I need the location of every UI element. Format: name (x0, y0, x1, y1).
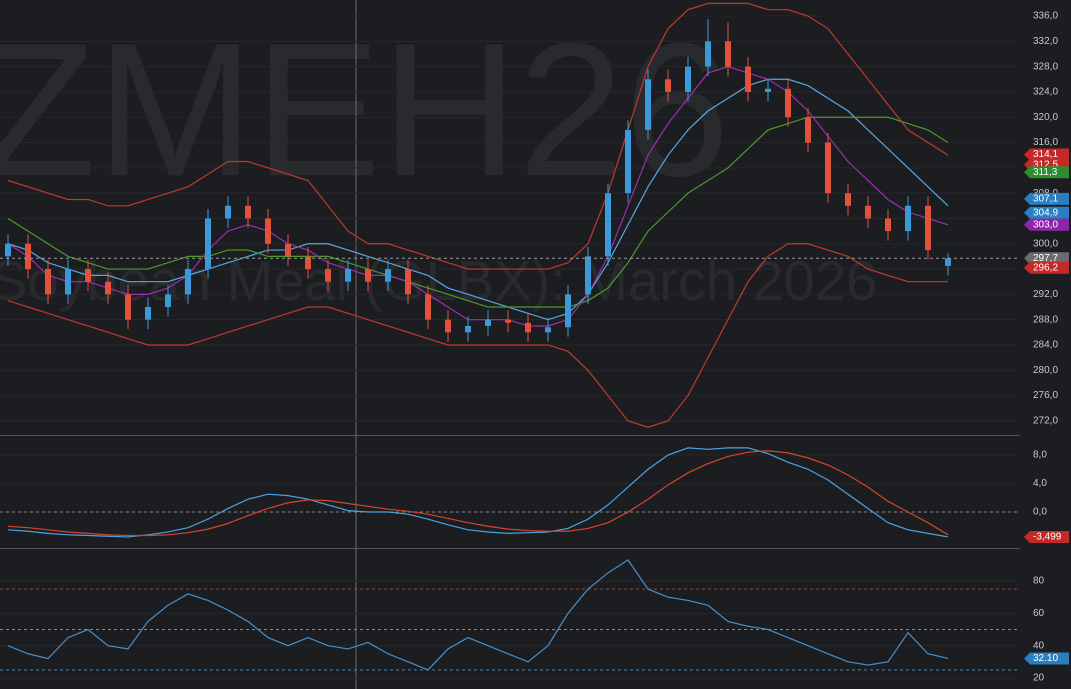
price-tag (1024, 652, 1069, 665)
y-tick-label: 8,0 (1033, 450, 1047, 461)
y-tick-label: 40 (1033, 640, 1045, 651)
overlay-line (7, 116, 949, 308)
y-tick-label: 280,0 (1033, 365, 1058, 376)
candle-body (65, 269, 71, 295)
y-tick-label: 276,0 (1033, 390, 1058, 401)
candle-body (265, 218, 271, 244)
candle-body (865, 205, 871, 219)
candle-body (125, 294, 131, 320)
y-tick-label: 284,0 (1033, 340, 1058, 351)
candle-body (425, 294, 431, 320)
watermark: ZMEH26 (0, 4, 730, 216)
y-tick-label: 328,0 (1033, 61, 1058, 72)
price-tag-label: 307,1 (1033, 193, 1058, 204)
candle-body (785, 88, 791, 118)
y-tick-label: 320,0 (1033, 112, 1058, 123)
candle-body (945, 258, 951, 266)
overlay-line (7, 78, 949, 321)
candle-body (245, 205, 251, 219)
candle-body (665, 79, 671, 92)
indicator-line (7, 447, 949, 538)
y-tick-label: 336,0 (1033, 11, 1058, 22)
price-tag-label: -3,499 (1033, 532, 1062, 543)
candle-body (825, 142, 831, 194)
candle-body (25, 243, 31, 270)
candle-body (165, 294, 171, 308)
candle-body (925, 205, 931, 251)
candle-body (105, 281, 111, 295)
price-tag-label: 303,0 (1033, 219, 1058, 230)
candle-body (305, 256, 311, 270)
candle-body (485, 319, 491, 326)
candle-body (645, 79, 651, 130)
price-tag-label: 32.10 (1033, 653, 1058, 664)
candle-body (605, 193, 611, 257)
y-tick-label: 4,0 (1033, 478, 1047, 489)
price-tag-label: 314,1 (1033, 149, 1058, 160)
candle-body (445, 319, 451, 333)
candle-body (685, 66, 691, 92)
candle-body (805, 117, 811, 143)
candle-body (405, 269, 411, 295)
y-tick-label: 60 (1033, 608, 1045, 619)
overlay-line (7, 243, 948, 428)
candle-body (325, 269, 331, 282)
y-tick-label: 80 (1033, 576, 1045, 587)
candle-body (765, 88, 771, 92)
candle-body (185, 269, 191, 295)
price-tag-label: 296,2 (1033, 262, 1058, 273)
candle-body (845, 193, 851, 206)
candle-body (5, 243, 11, 257)
candle-body (905, 205, 911, 232)
candle-body (225, 205, 231, 219)
price-tag (1024, 166, 1069, 179)
indicator-line (7, 559, 949, 671)
candle-body (285, 243, 291, 257)
y-tick-label: 20 (1033, 673, 1045, 684)
price-tag (1024, 261, 1069, 274)
price-tag (1024, 530, 1069, 543)
y-tick-label: 316,0 (1033, 137, 1058, 148)
price-tag (1024, 206, 1069, 219)
candle-body (545, 327, 551, 333)
price-tag-label: 297,7 (1033, 253, 1058, 264)
candle-body (705, 41, 711, 67)
y-tick-label: 332,0 (1033, 36, 1058, 47)
candle-body (625, 129, 631, 194)
candle-body (745, 66, 751, 92)
overlay-line (7, 65, 949, 327)
price-tag (1024, 192, 1069, 205)
candle-body (145, 307, 151, 320)
y-tick-label: 0,0 (1033, 507, 1047, 518)
candle-body (565, 294, 571, 328)
y-tick-label: 288,0 (1033, 314, 1058, 325)
price-tag-label: 312,5 (1033, 159, 1058, 170)
price-tag-label: 304,9 (1033, 207, 1058, 218)
price-tag-label: 311,3 (1033, 167, 1058, 178)
overlay-line (7, 2, 949, 270)
candle-body (345, 269, 351, 282)
indicator-line (7, 450, 949, 537)
price-tag (1024, 148, 1069, 161)
price-tag (1024, 218, 1069, 231)
candle-body (45, 269, 51, 295)
candle-body (585, 256, 591, 295)
y-tick-label: 324,0 (1033, 87, 1058, 98)
y-tick-label: 272,0 (1033, 416, 1058, 427)
candle-body (505, 319, 511, 323)
y-tick-label: 300,0 (1033, 238, 1058, 249)
candle-body (85, 269, 91, 282)
candle-body (205, 218, 211, 270)
price-tag (1024, 252, 1069, 265)
candle-body (385, 269, 391, 282)
candle-body (465, 325, 471, 333)
y-tick-label: 292,0 (1033, 289, 1058, 300)
candle-body (725, 41, 731, 67)
candle-body (365, 269, 371, 282)
candle-body (885, 218, 891, 232)
candle-body (525, 322, 531, 333)
